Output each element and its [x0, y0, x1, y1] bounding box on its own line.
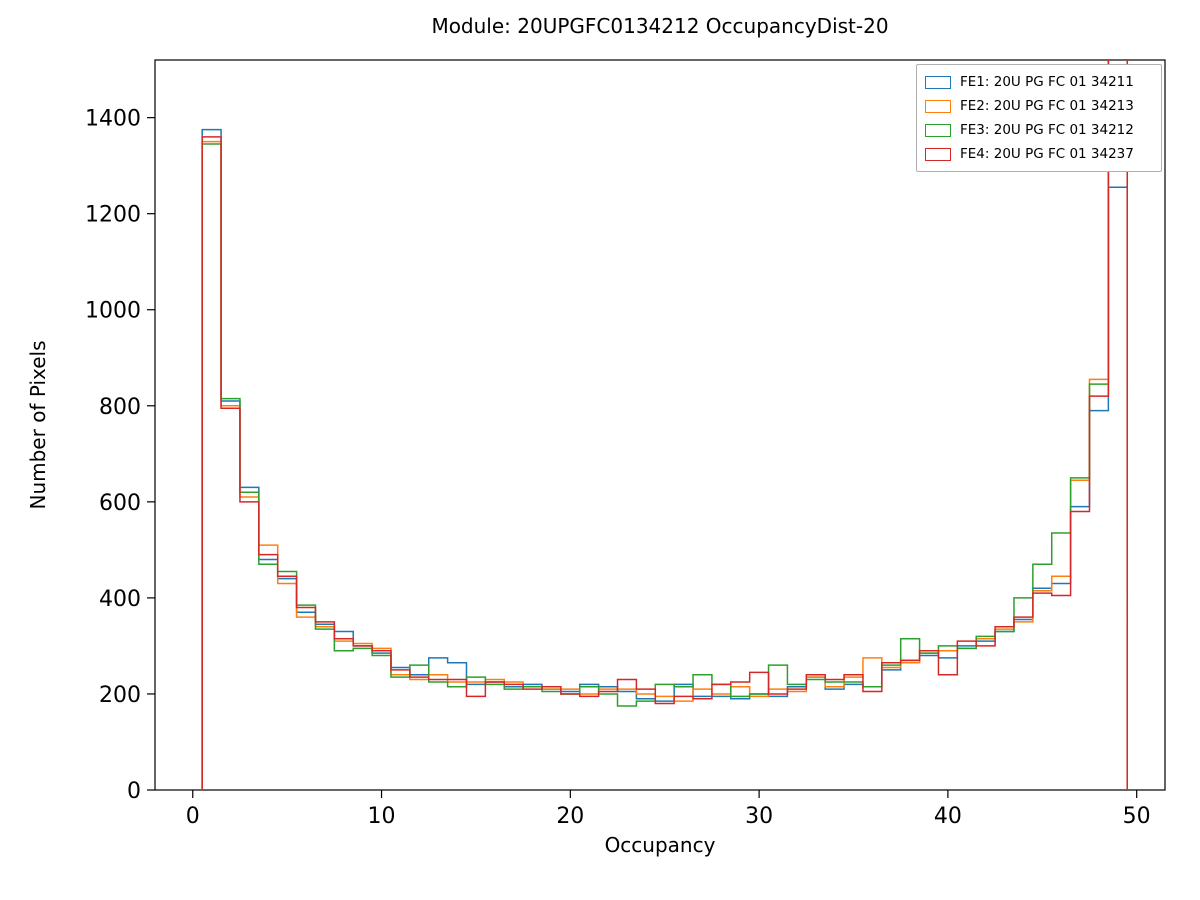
chart-title: Module: 20UPGFC0134212 OccupancyDist-20 — [431, 14, 889, 38]
legend-swatch-fe3-icon — [925, 123, 951, 137]
legend-item-fe2: FE2: 20U PG FC 01 34213 — [925, 94, 1153, 118]
legend-swatch-fe4-icon — [925, 147, 951, 161]
legend-label-fe3: FE3: 20U PG FC 01 34212 — [960, 122, 1134, 138]
series-path-fe3 — [201, 60, 1128, 790]
x-tick-label: 30 — [745, 804, 773, 829]
y-tick-label: 600 — [99, 491, 141, 516]
y-tick-label: 1200 — [85, 203, 141, 228]
series-path-fe1 — [201, 128, 1128, 790]
legend-label-fe2: FE2: 20U PG FC 01 34213 — [960, 98, 1134, 114]
legend-swatch-fe2-icon — [925, 99, 951, 113]
legend-box: FE1: 20U PG FC 01 34211 FE2: 20U PG FC 0… — [916, 64, 1162, 172]
y-tick-label: 0 — [127, 779, 141, 804]
x-tick-label: 10 — [368, 804, 396, 829]
x-tick-label: 50 — [1123, 804, 1151, 829]
legend-item-fe3: FE3: 20U PG FC 01 34212 — [925, 118, 1153, 142]
legend-swatch-fe1-icon — [925, 75, 951, 89]
legend-item-fe1: FE1: 20U PG FC 01 34211 — [925, 70, 1153, 94]
x-tick-label: 20 — [556, 804, 584, 829]
y-tick-label: 400 — [99, 587, 141, 612]
legend-item-fe4: FE4: 20U PG FC 01 34237 — [925, 142, 1153, 166]
legend-label-fe1: FE1: 20U PG FC 01 34211 — [960, 74, 1134, 90]
series-path-fe4 — [201, 60, 1128, 790]
x-axis-label: Occupancy — [604, 833, 716, 857]
y-tick-label: 1400 — [85, 107, 141, 132]
x-tick-label: 40 — [934, 804, 962, 829]
x-tick-label: 0 — [186, 804, 200, 829]
legend-label-fe4: FE4: 20U PG FC 01 34237 — [960, 146, 1134, 162]
y-tick-label: 200 — [99, 683, 141, 708]
y-tick-label: 1000 — [85, 299, 141, 324]
y-axis-label: Number of Pixels — [26, 340, 50, 510]
y-tick-label: 800 — [99, 395, 141, 420]
axes-spines — [154, 59, 1166, 791]
